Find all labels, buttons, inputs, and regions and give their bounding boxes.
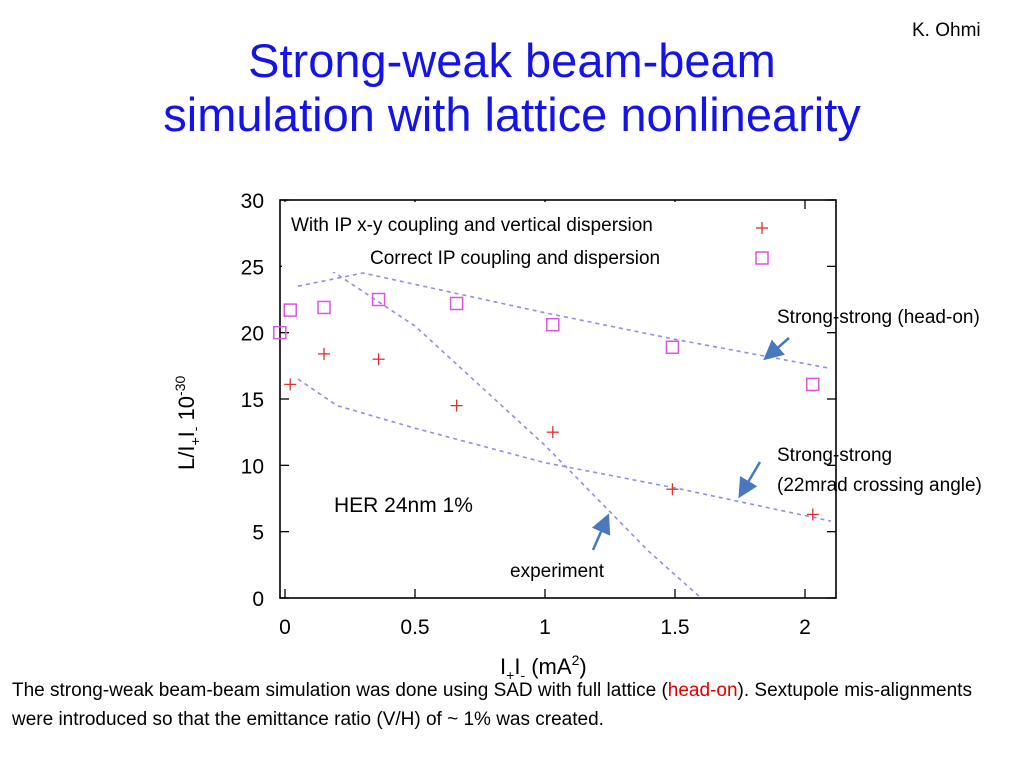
x-tick-label: 1 — [539, 616, 551, 639]
point-square — [283, 303, 297, 317]
point-square — [546, 317, 560, 332]
guide-line — [297, 378, 832, 522]
point-square — [806, 377, 820, 392]
arrow-crossing — [738, 461, 762, 499]
slide-title: Strong-weak beam-beam simulation with la… — [0, 34, 1024, 142]
x-axis-label: I+I- (mA2) — [500, 652, 587, 683]
author-label: K. Ohmi — [912, 20, 981, 41]
point-plus — [284, 378, 297, 391]
legend-marker-square — [755, 251, 769, 265]
x-tick-label: 0.5 — [400, 616, 429, 639]
title-line-2: simulation with lattice nonlinearity — [163, 88, 861, 141]
legend-marker-plus — [756, 222, 768, 234]
x-tick-label: 1.5 — [660, 616, 689, 639]
title-line-1: Strong-weak beam-beam — [248, 34, 776, 87]
y-tick-label: 5 — [252, 522, 264, 545]
point-plus — [546, 426, 559, 439]
y-tick-label: 0 — [252, 588, 264, 611]
inner-label: HER 24nm 1% — [334, 494, 473, 517]
point-square — [317, 300, 331, 315]
y-tick-label: 10 — [241, 455, 264, 478]
point-plus — [666, 483, 679, 496]
point-square — [273, 325, 287, 340]
caption-part-1: The strong-weak beam-beam simulation was… — [12, 680, 668, 701]
caption-highlight: head-on — [667, 680, 738, 701]
point-square — [449, 296, 464, 311]
annotation-crossing-line-2: (22mrad crossing angle) — [777, 475, 982, 496]
arrow-experiment — [591, 513, 611, 551]
point-square — [371, 292, 386, 307]
legend-box — [282, 202, 752, 272]
annotation-experiment: experiment — [510, 561, 604, 582]
y-tick-label: 15 — [241, 389, 264, 412]
annotation-crossing-line-1: Strong-strong — [777, 445, 893, 466]
point-square — [665, 340, 680, 355]
arrow-head-on — [763, 337, 790, 361]
x-tick-label: 0 — [279, 616, 291, 639]
x-tick-label: 2 — [799, 616, 811, 639]
y-tick-label: 25 — [241, 256, 264, 279]
point-plus — [806, 508, 819, 521]
caption: The strong-weak beam-beam simulation was… — [12, 676, 1012, 734]
y-tick-label: 30 — [241, 190, 264, 213]
y-axis-label: L/I+I- 10-30 — [172, 376, 203, 470]
point-plus — [372, 353, 385, 366]
point-plus — [450, 399, 463, 412]
guide-line — [284, 239, 702, 598]
legend-label-square: Correct IP coupling and dispersion — [370, 248, 660, 269]
annotation-head-on: Strong-strong (head-on) — [777, 307, 980, 328]
y-tick-label: 20 — [241, 323, 264, 346]
legend-label-plus: With IP x-y coupling and vertical disper… — [291, 215, 653, 236]
caption-part-2: ). Sextupole mis-alignments were introdu… — [12, 680, 972, 730]
point-plus — [318, 347, 330, 360]
